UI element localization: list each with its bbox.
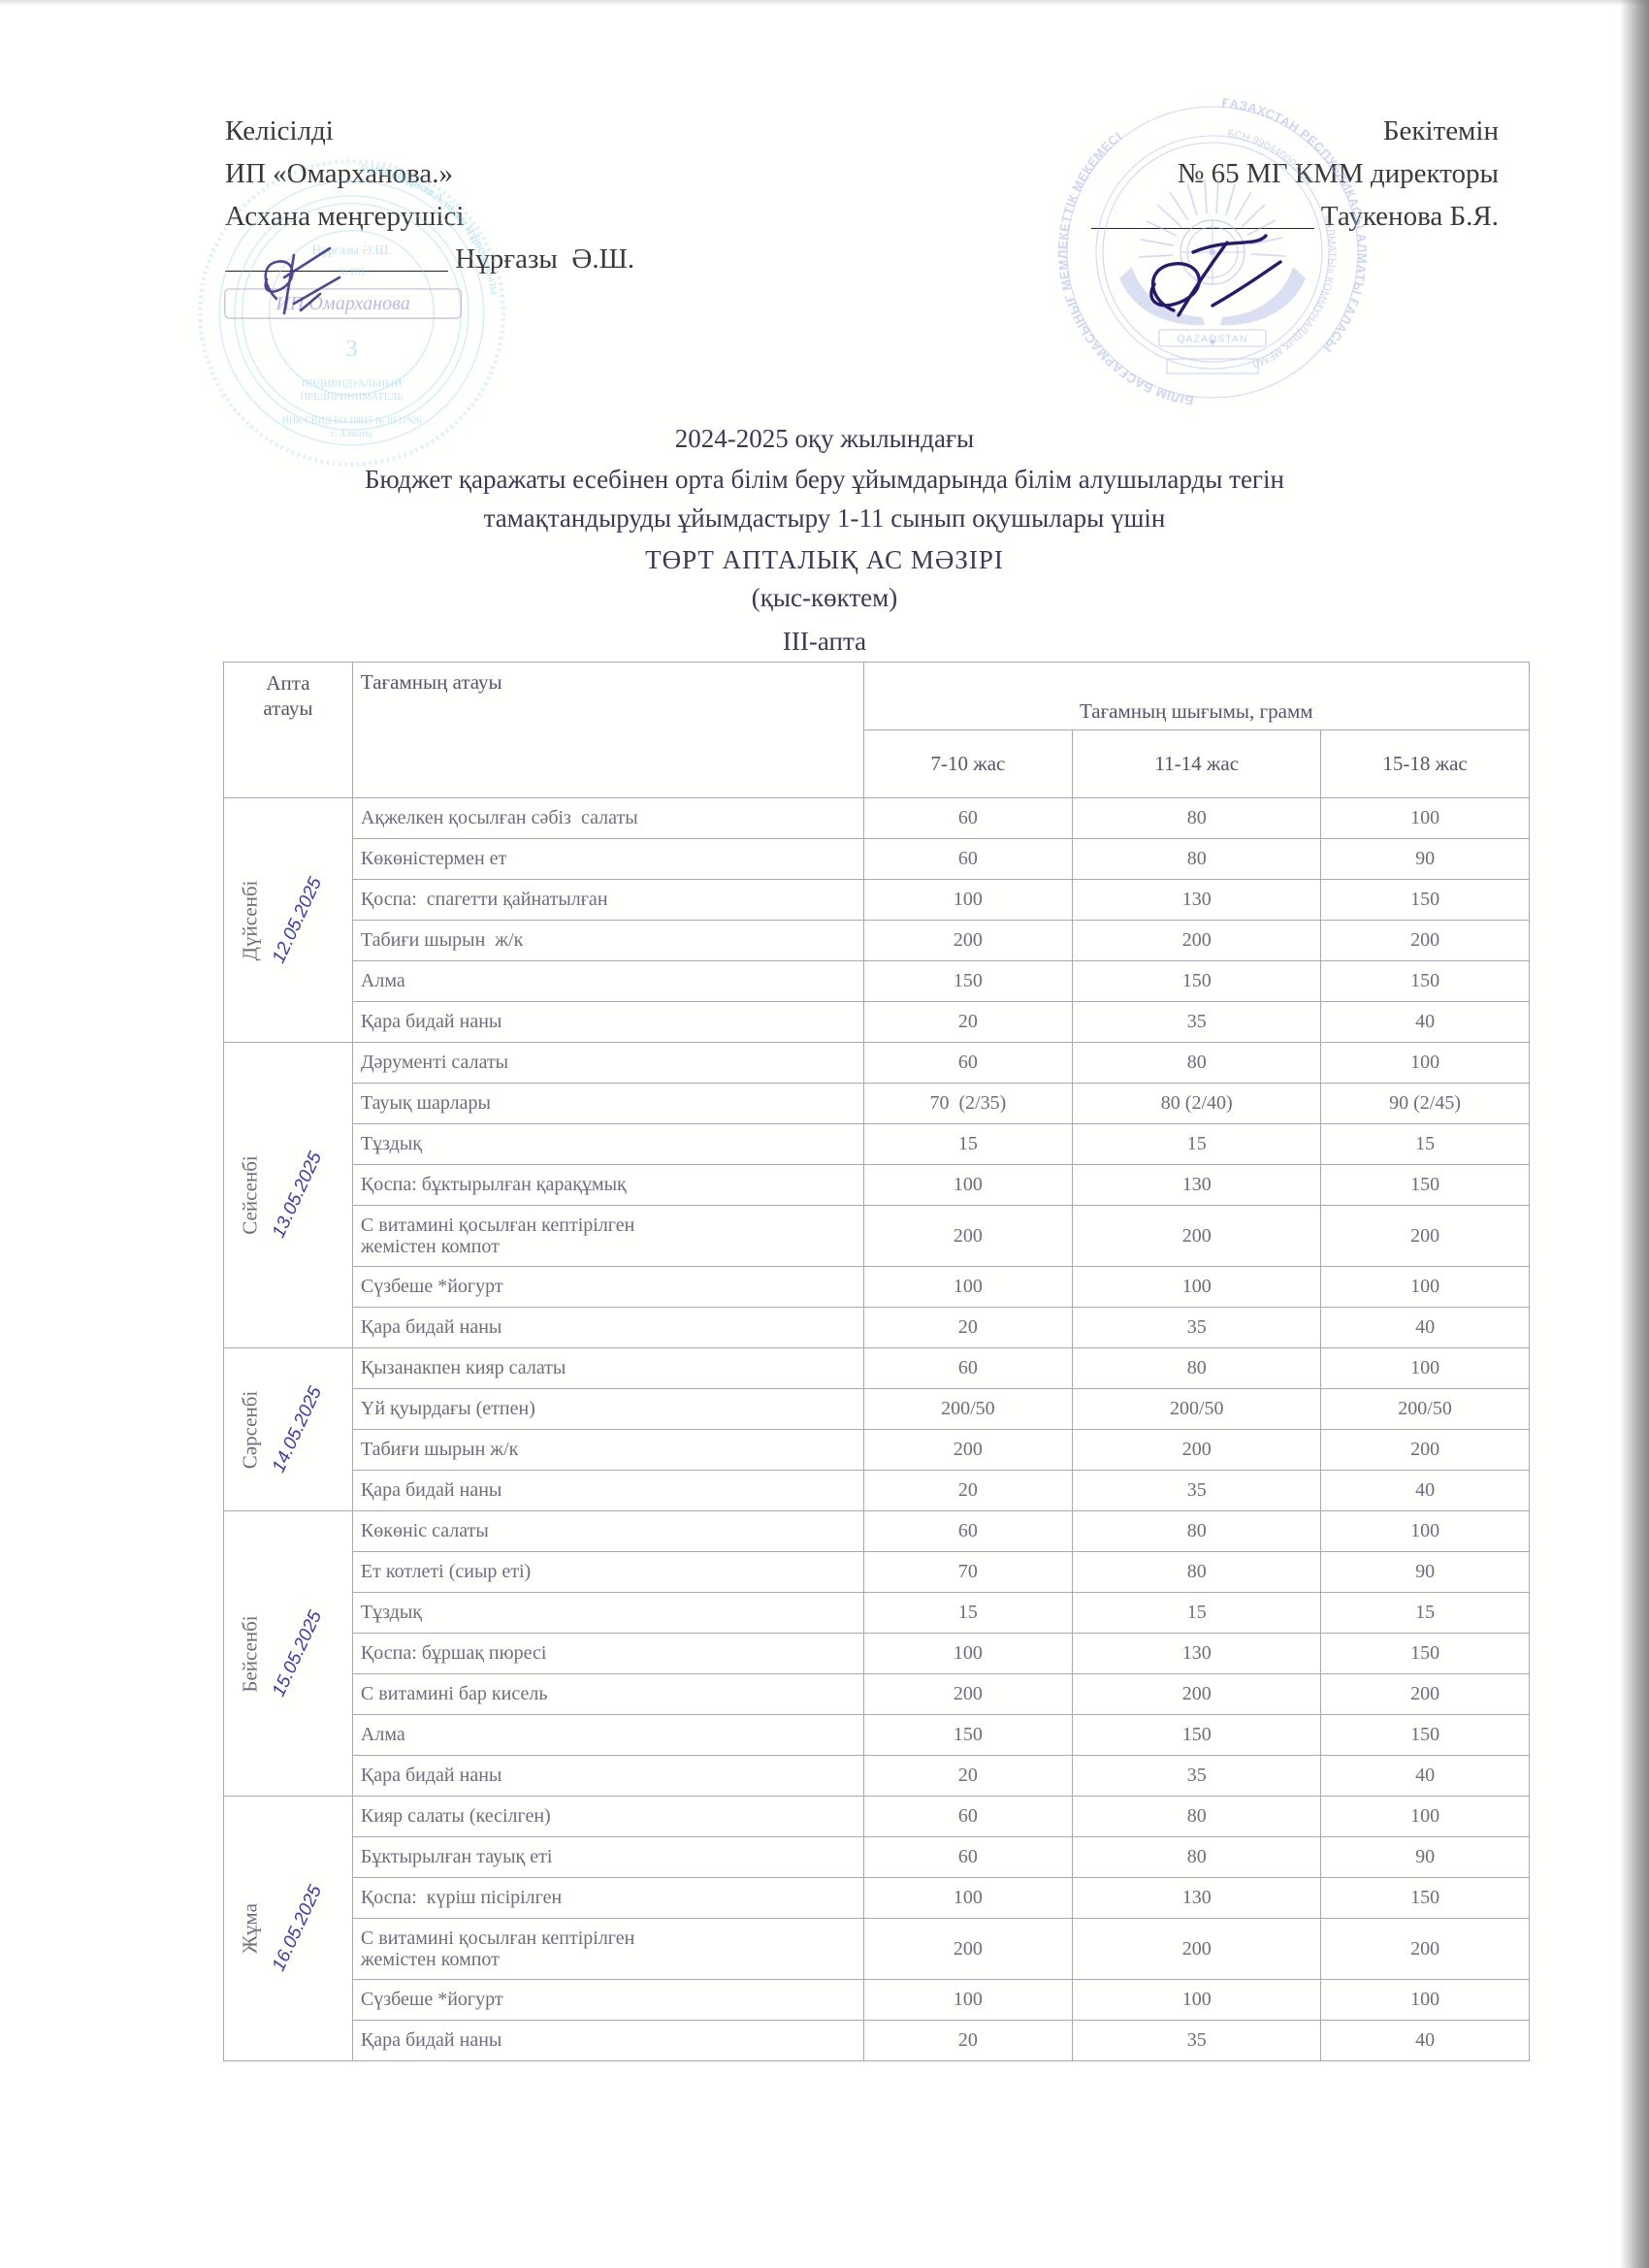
- svg-text:ПРЕДПРИНИМАТЕЛЬ: ПРЕДПРИНИМАТЕЛЬ: [301, 392, 404, 403]
- svg-text:ИНДИВИДУАЛЬНЫЙ: ИНДИВИДУАЛЬНЫЙ: [302, 377, 403, 389]
